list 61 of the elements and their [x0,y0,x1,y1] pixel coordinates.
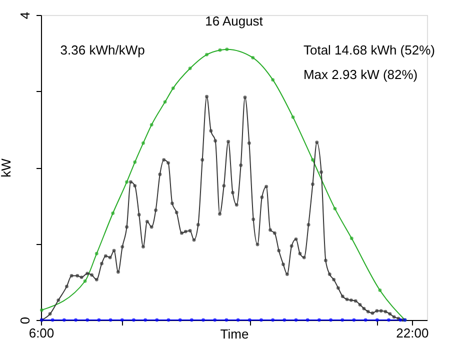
point [171,86,175,90]
point [271,318,275,322]
point [224,318,228,322]
point [133,160,137,164]
y-tick-label: 0 [18,316,32,324]
point [108,318,112,322]
point [352,318,356,322]
point [120,318,124,322]
point [317,318,321,322]
point [188,66,192,70]
point [248,318,252,322]
point [310,158,314,162]
annotation: 3.36 kWh/kWp [60,42,145,58]
point [378,288,382,292]
x-tick-label: 6:00 [28,326,54,339]
y-tick-label: 4 [18,12,32,20]
point [86,318,90,322]
point [40,308,44,312]
point [251,56,255,60]
point [190,318,194,322]
point [50,318,54,322]
x-tick-label: 22:00 [396,326,429,339]
point [150,123,154,127]
point [132,318,136,322]
point [62,318,66,322]
point [205,52,208,56]
annotation: Total 14.68 kWh (52%) [303,42,435,58]
point [144,318,148,322]
point [294,318,298,322]
point [387,318,390,322]
y-axis-title: kW [0,158,14,178]
point [375,318,379,322]
point [333,206,337,210]
point [163,100,167,104]
point [225,48,229,52]
point [213,318,217,322]
point [83,279,87,283]
point [260,318,263,322]
point [291,115,295,119]
point [329,318,333,322]
point [202,318,206,322]
point [364,318,368,322]
point [74,318,78,322]
point [178,318,182,322]
point [94,252,98,256]
point [97,318,101,322]
point [155,318,159,322]
point [340,318,344,322]
point [111,212,115,215]
chart-title: 16 August [205,13,264,28]
point [236,318,240,322]
point [166,318,170,322]
point [218,48,222,52]
point [125,180,129,184]
annotation: Max 2.93 kW (82%) [303,66,418,82]
point [142,141,145,145]
x-axis-title: Time [220,326,249,339]
point [350,236,354,240]
point [306,318,310,322]
point [282,318,286,322]
point [271,78,275,82]
